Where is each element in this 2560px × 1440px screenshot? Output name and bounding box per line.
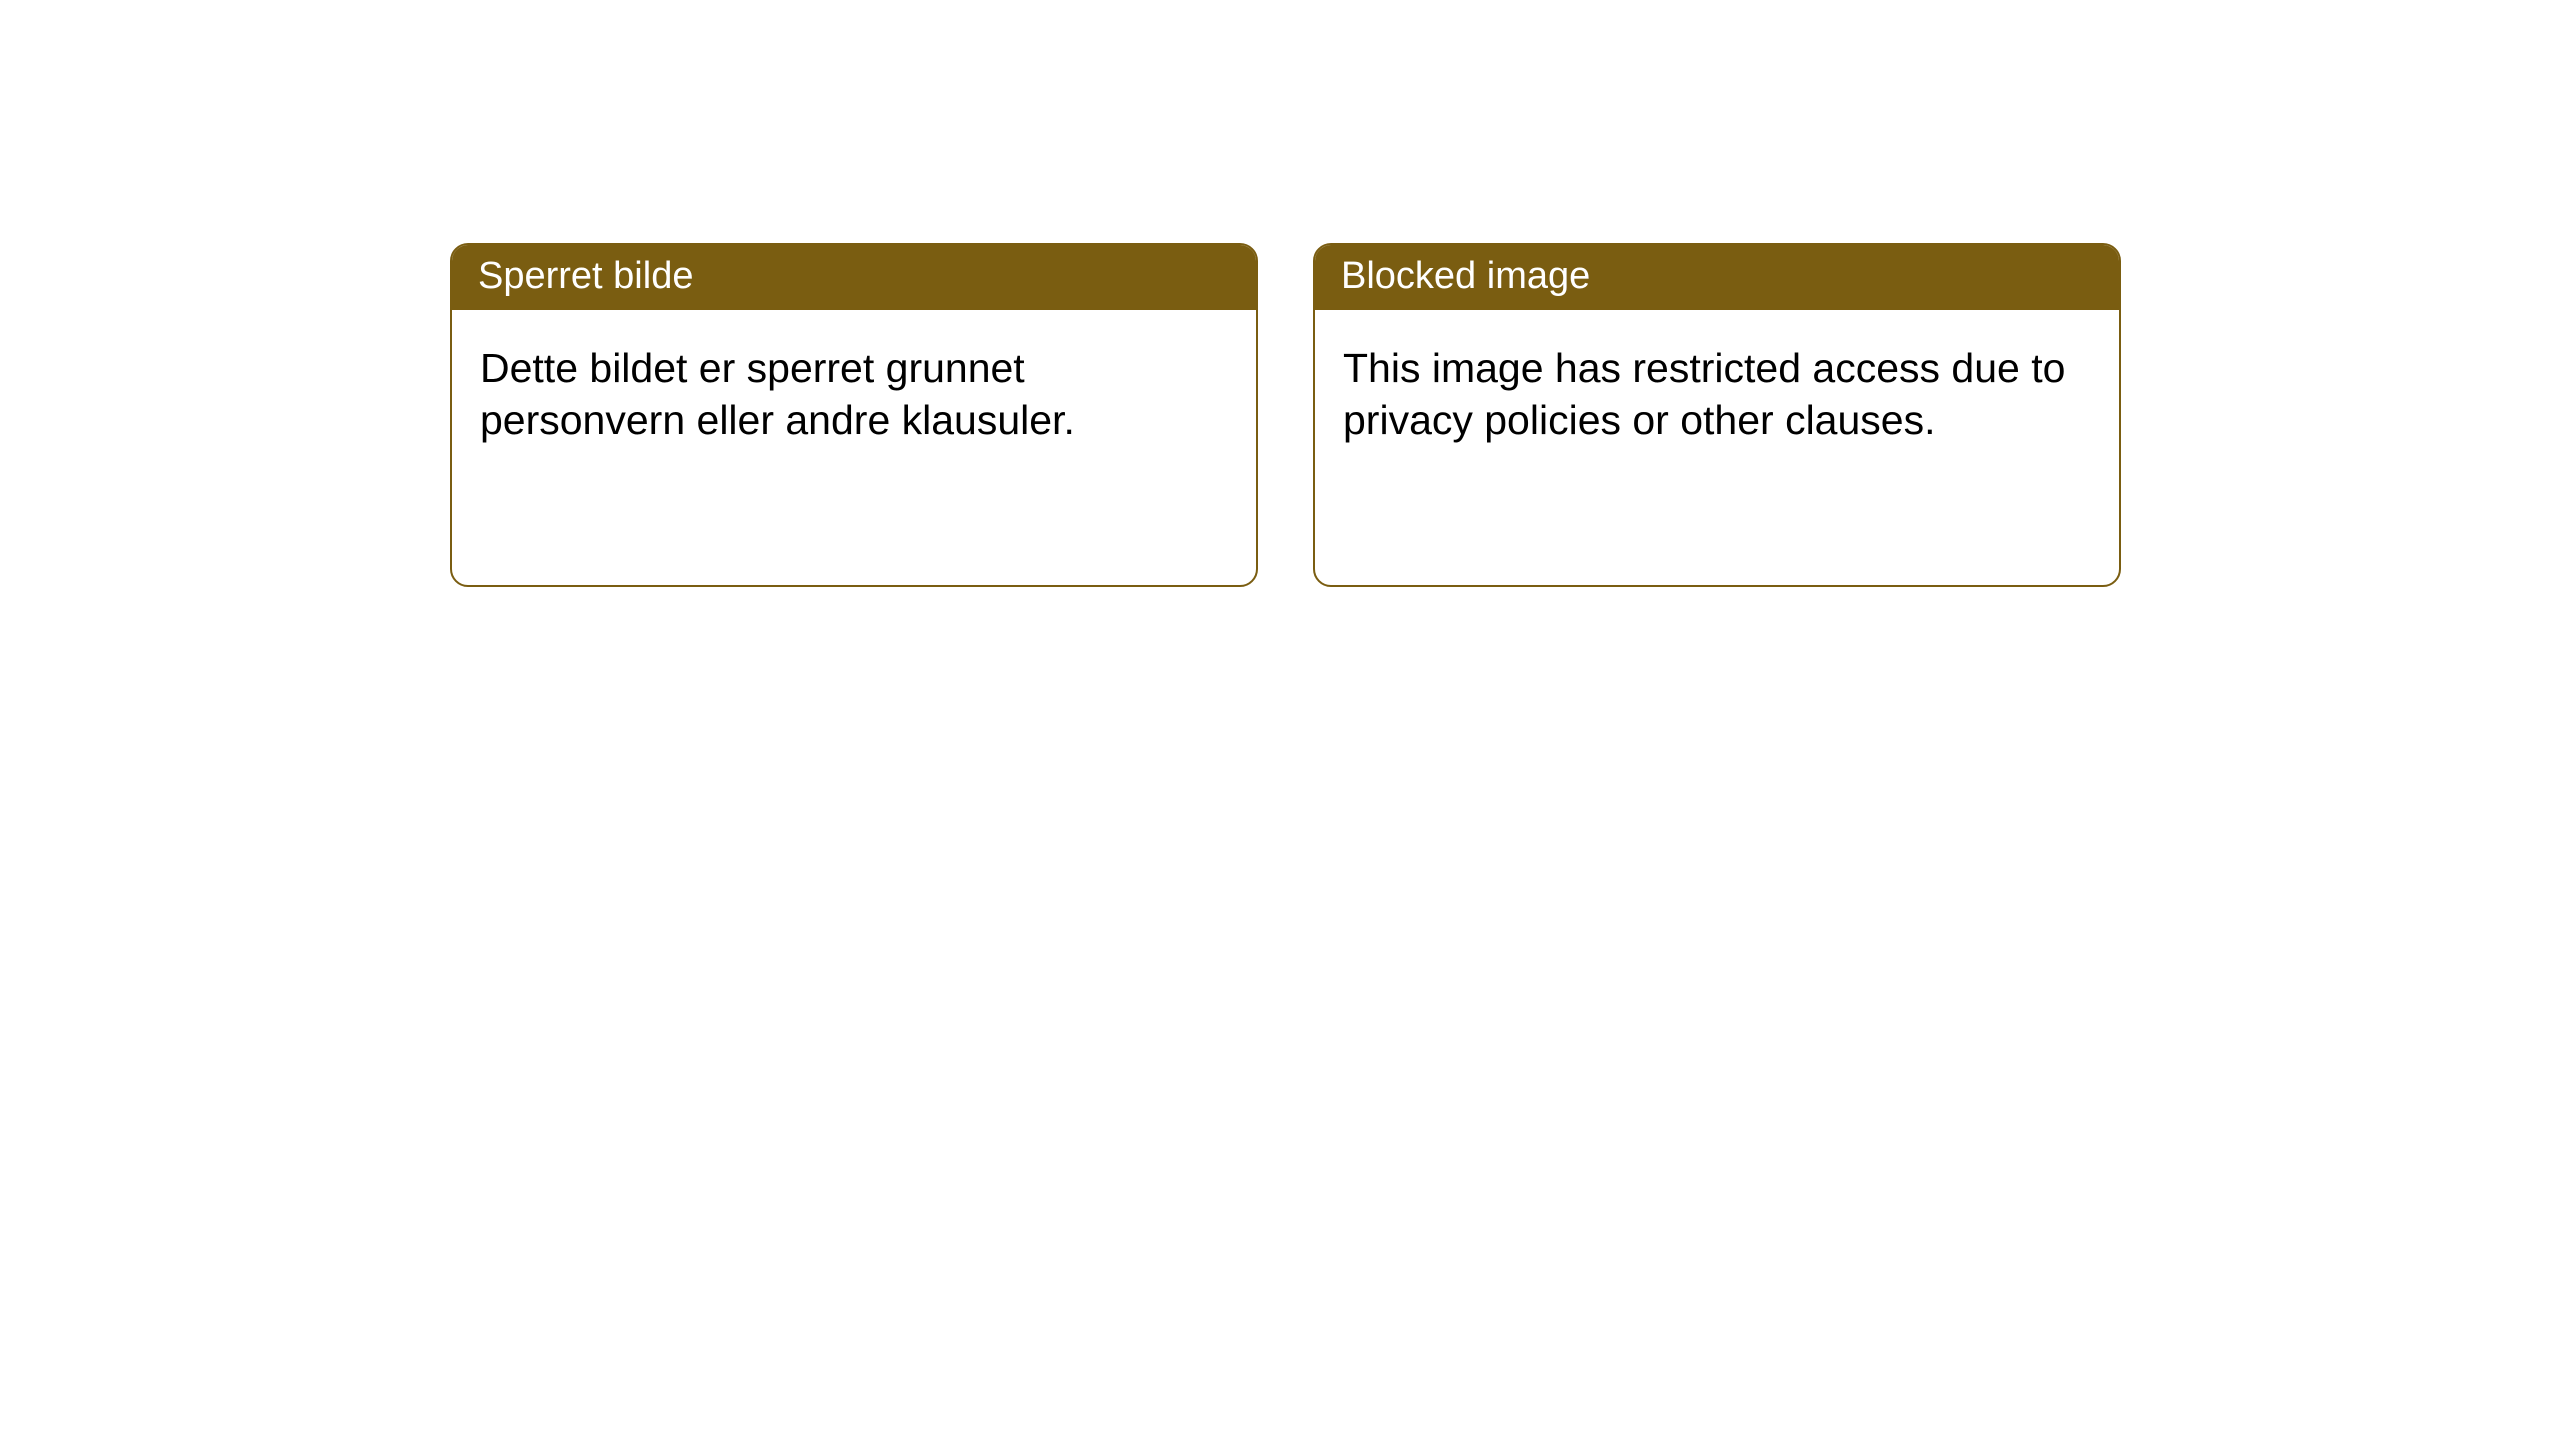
notice-body: This image has restricted access due to …	[1315, 310, 2119, 585]
notice-body: Dette bildet er sperret grunnet personve…	[452, 310, 1256, 585]
notice-body-text: This image has restricted access due to …	[1343, 345, 2065, 443]
notice-title: Sperret bilde	[478, 255, 693, 297]
notice-body-text: Dette bildet er sperret grunnet personve…	[480, 345, 1075, 443]
notice-card-norwegian: Sperret bilde Dette bildet er sperret gr…	[450, 243, 1258, 587]
notice-container: Sperret bilde Dette bildet er sperret gr…	[450, 243, 2121, 587]
notice-title: Blocked image	[1341, 255, 1590, 297]
notice-card-english: Blocked image This image has restricted …	[1313, 243, 2121, 587]
notice-header: Sperret bilde	[452, 245, 1256, 310]
notice-header: Blocked image	[1315, 245, 2119, 310]
